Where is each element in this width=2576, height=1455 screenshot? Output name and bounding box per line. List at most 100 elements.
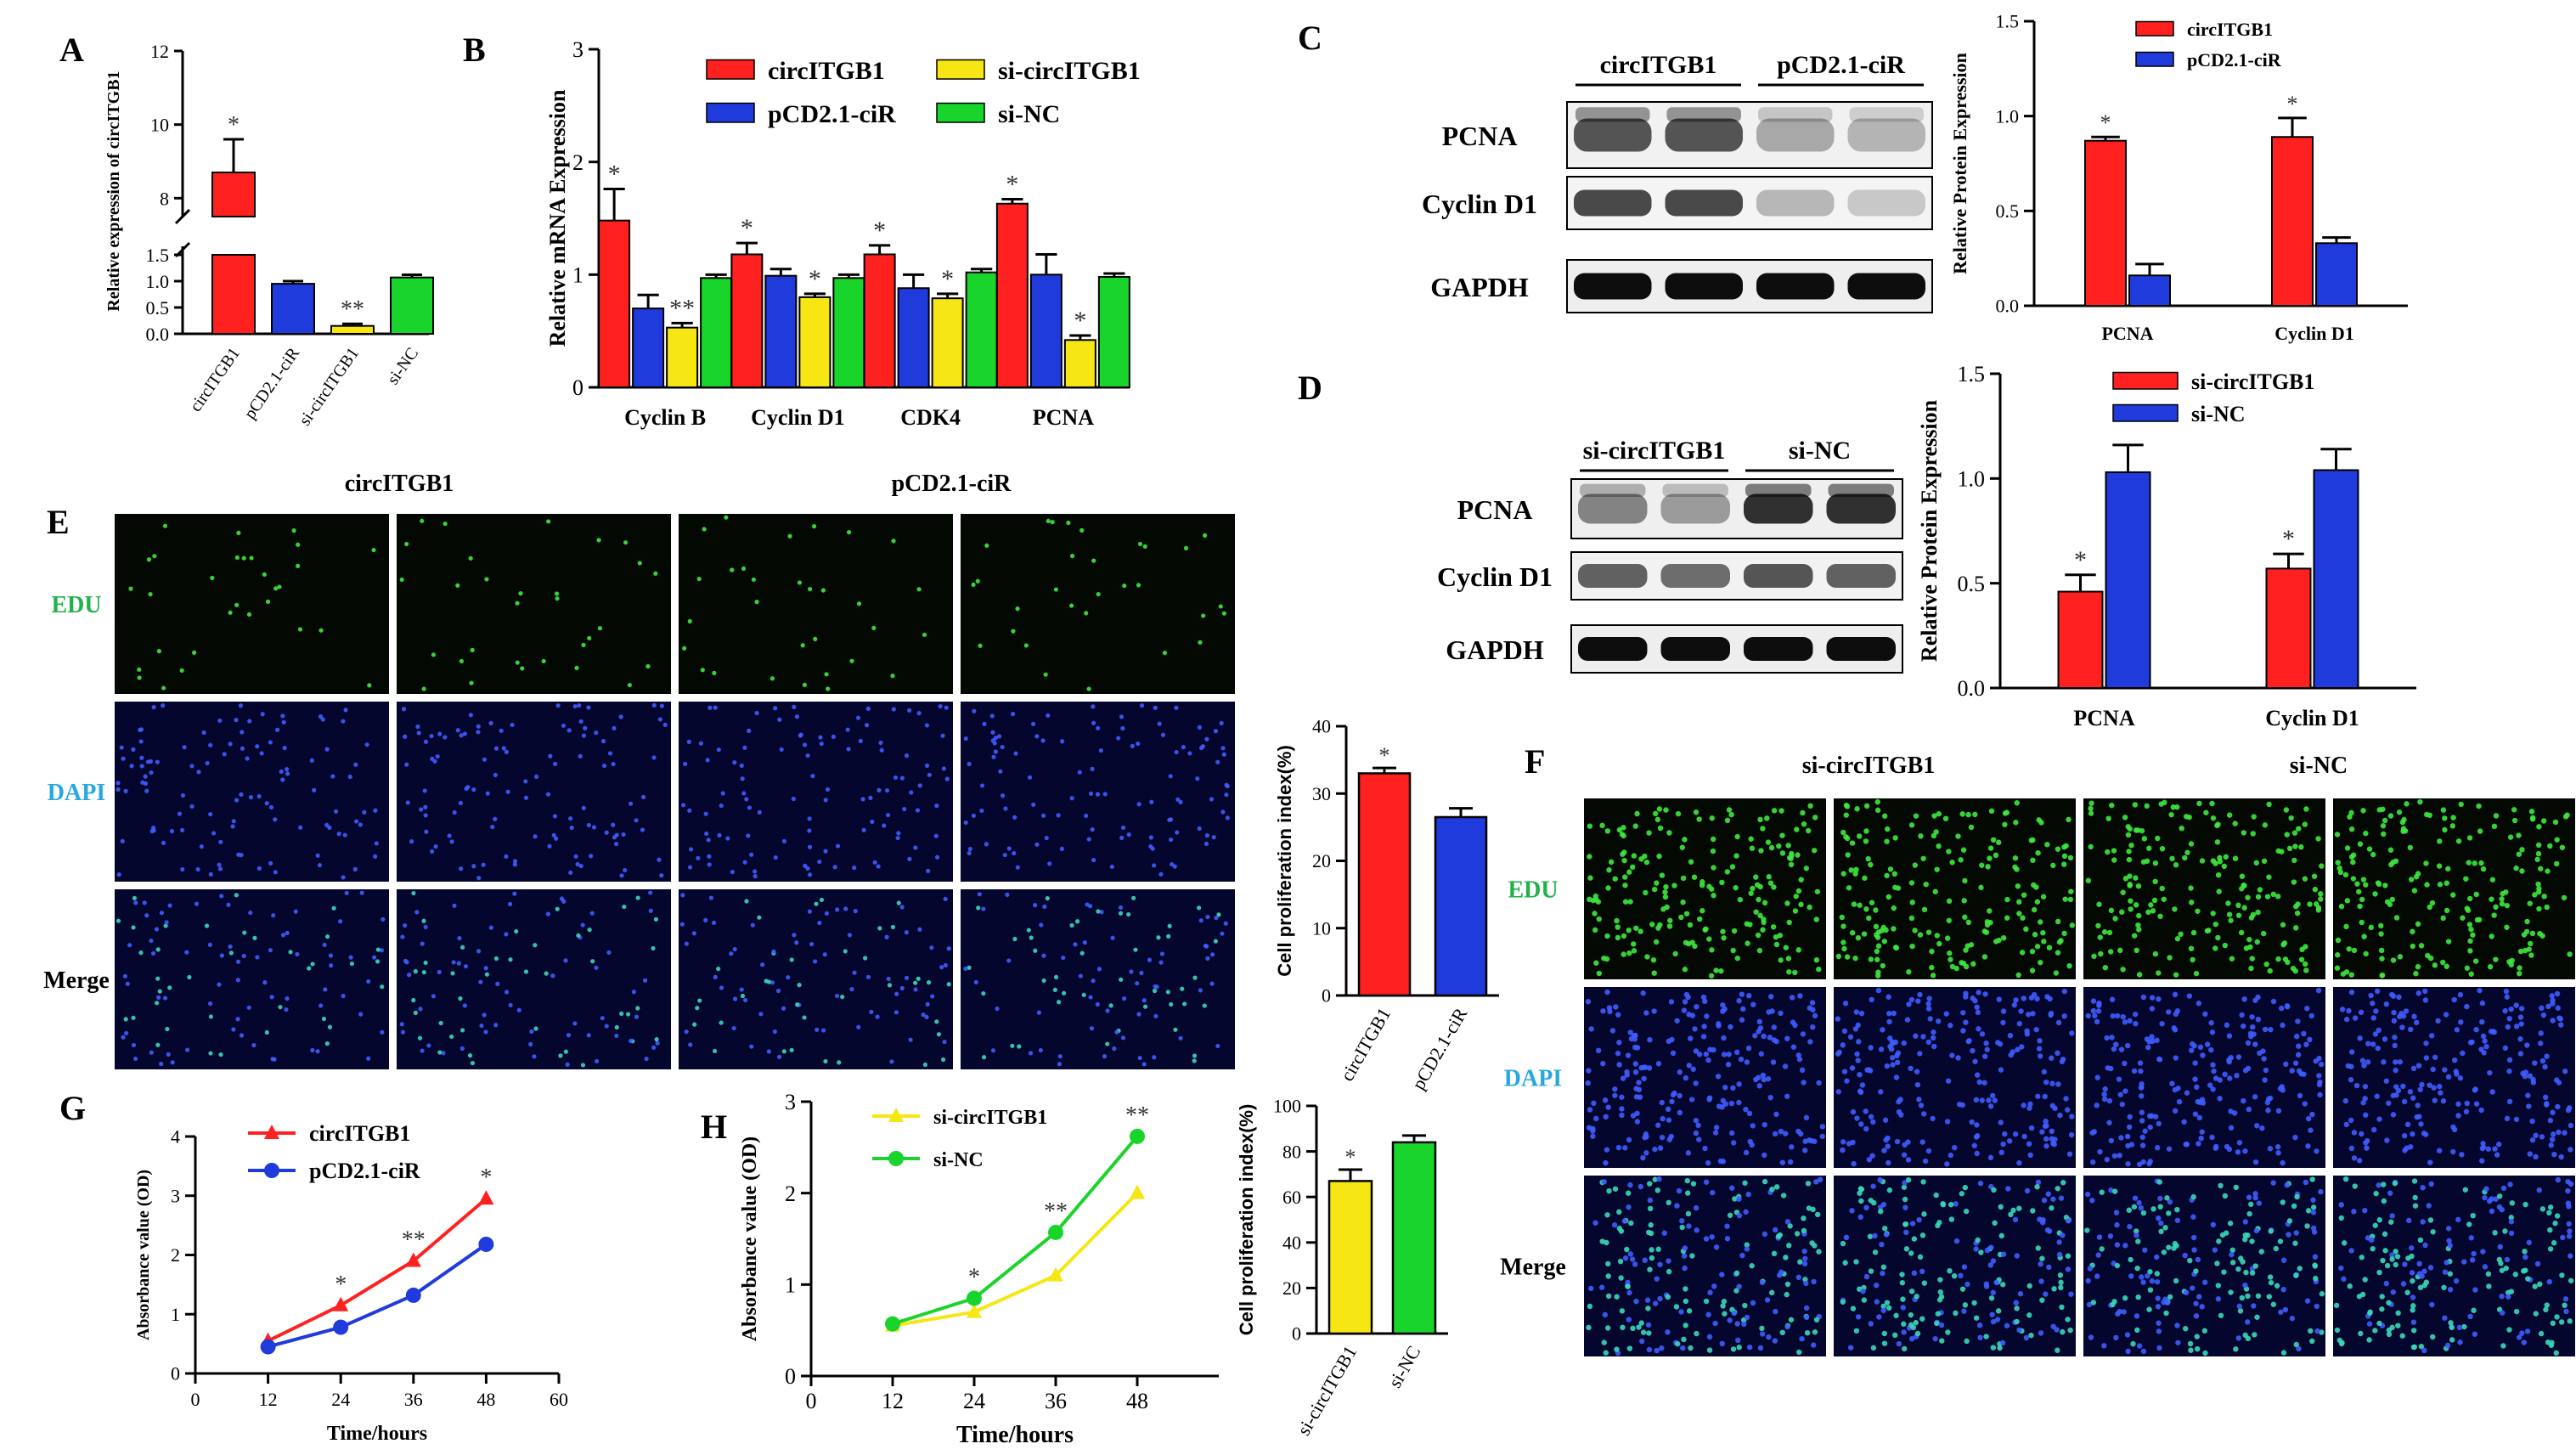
cell-nucleus [2417,798,2423,805]
blot-band [1574,118,1652,152]
cell-nucleus [2086,1301,2093,1308]
cell-nucleus [1801,1248,1807,1255]
cell-nucleus [1198,918,1203,923]
cell-nucleus [2436,863,2443,869]
bar [666,326,699,389]
cell-nucleus [195,866,200,872]
cell-nucleus [1684,1177,1690,1184]
cell-nucleus [2403,1008,2410,1014]
cell-nucleus [2402,1148,2408,1153]
cell-nucleus [2521,1339,2527,1345]
cell-nucleus [1225,783,1230,789]
cell-nucleus [2275,1108,2282,1114]
blot-row-label: PCNA [1457,494,1533,525]
cell-nucleus [2156,970,2162,976]
cell-nucleus [1748,836,1754,842]
cell-nucleus [323,987,328,992]
cell-nucleus [619,1011,624,1016]
cell-nucleus [1960,1028,1966,1034]
cell-nucleus [1880,1027,1885,1033]
cell-nucleus [2021,1103,2026,1108]
cell-nucleus [657,717,662,722]
cell-nucleus [1891,871,1898,877]
data-point [967,1290,982,1306]
blot-band [1744,637,1813,661]
cell-nucleus [2384,1262,2391,1269]
cell-nucleus [1057,1000,1062,1005]
cell-nucleus [2150,1206,2156,1212]
cell-nucleus [1596,970,1603,977]
cell-nucleus [1901,1152,1908,1158]
cell-nucleus [2172,1108,2179,1114]
cell-nucleus [1753,874,1759,880]
cell-nucleus [2094,1103,2100,1108]
cell-nucleus [2420,1219,2426,1225]
x-tick-label: 36 [404,1389,423,1410]
x-tick-label: 12 [882,1389,904,1413]
cell-nucleus [1946,898,1953,905]
cell-nucleus [1703,1051,1710,1057]
cell-nucleus [2357,903,2363,910]
cell-nucleus [1603,1159,1609,1166]
y-tick-label: 1.5 [146,245,170,266]
cell-nucleus [2480,1249,2486,1255]
cell-nucleus [1773,1111,1779,1118]
cell-nucleus [151,704,156,710]
cell-nucleus [2421,1131,2427,1136]
cell-nucleus [2046,1264,2052,1271]
cell-nucleus [2376,1320,2382,1327]
cell-nucleus [1711,865,1716,871]
cell-nucleus [568,815,573,821]
cell-nucleus [1628,1220,1634,1227]
cell-nucleus [1803,1114,1810,1121]
cell-nucleus [644,1056,649,1062]
cell-nucleus [541,658,546,664]
cell-nucleus [2550,1109,2556,1115]
cell-nucleus [1870,1345,1877,1351]
cell-nucleus [155,759,160,764]
cell-nucleus [1708,973,1715,979]
cell-nucleus [1991,1187,1997,1193]
cell-nucleus [2366,1337,2372,1343]
cell-nucleus [2567,1228,2573,1234]
cell-nucleus [1761,900,1768,906]
cell-nucleus [2280,1257,2287,1263]
y-axis-label: Relative Protein Expression [1949,53,1970,274]
cell-nucleus [1693,1130,1699,1136]
cell-nucleus [2440,807,2447,813]
cell-nucleus [1625,1283,1631,1289]
cell-nucleus [1734,955,1740,962]
cell-nucleus [2566,1221,2572,1227]
cell-nucleus [1843,812,1849,818]
cell-nucleus [1982,991,1988,997]
cell-nucleus [2419,1081,2425,1088]
cell-nucleus [1605,885,1611,891]
cell-nucleus [2175,1339,2181,1345]
cell-nucleus [1669,1098,1675,1105]
cell-nucleus [2137,1060,2144,1066]
cell-nucleus [1693,1080,1699,1086]
cell-nucleus [2387,813,2394,819]
cell-nucleus [534,774,539,779]
cell-nucleus [891,707,896,712]
cell-nucleus [2046,1228,2053,1234]
cell-nucleus [264,1029,269,1035]
cell-nucleus [1964,1281,1970,1288]
cell-nucleus [1735,1337,1741,1344]
cell-nucleus [2554,837,2560,843]
cell-nucleus [1853,866,1859,873]
cell-nucleus [2027,1101,2033,1108]
cell-nucleus [349,961,354,967]
cell-nucleus [2539,1057,2546,1064]
cell-nucleus [1965,919,1972,926]
cell-nucleus [1651,1008,1657,1014]
cell-nucleus [2235,912,2242,918]
cell-nucleus [614,842,619,847]
cell-nucleus [1978,884,1984,891]
cell-nucleus [1766,874,1772,880]
cell-nucleus [324,822,330,827]
cell-nucleus [2449,892,2456,898]
cell-nucleus [2344,845,2351,851]
cell-nucleus [324,1041,330,1046]
cell-nucleus [2095,1252,2101,1258]
